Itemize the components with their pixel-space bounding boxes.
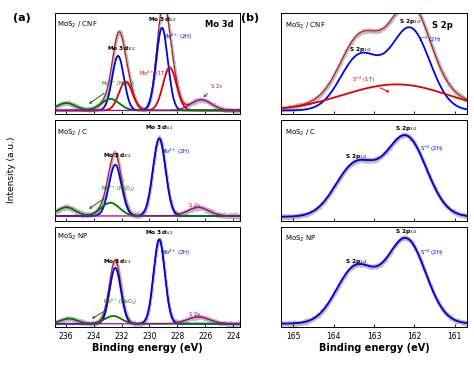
Text: Intensity (a.u.): Intensity (a.u.) (7, 137, 16, 204)
Text: MoS$_2$ / CNF: MoS$_2$ / CNF (57, 20, 98, 30)
X-axis label: Binding energy (eV): Binding energy (eV) (319, 343, 429, 353)
Text: Mo$^{6+}$ (MoO$_3$): Mo$^{6+}$ (MoO$_3$) (90, 184, 135, 208)
Text: S 2p$_{3/2}$: S 2p$_{3/2}$ (395, 125, 418, 133)
Text: Mo 3d$_{3/2}$: Mo 3d$_{3/2}$ (103, 152, 131, 160)
Text: S 2p$_{1/2}$: S 2p$_{1/2}$ (345, 153, 367, 161)
X-axis label: Binding energy (eV): Binding energy (eV) (92, 343, 203, 353)
Text: S$^{-2}$ (1T): S$^{-2}$ (1T) (352, 75, 389, 92)
Text: Mo 3d$_{5/2}$: Mo 3d$_{5/2}$ (145, 124, 173, 132)
Text: Mo$^{6+}$ (MoO$_3$): Mo$^{6+}$ (MoO$_3$) (90, 78, 135, 103)
Text: S$^{-2}$ (2H): S$^{-2}$ (2H) (420, 248, 444, 258)
Text: S 2p$_{1/2}$: S 2p$_{1/2}$ (345, 258, 367, 266)
Text: Mo$^{4+}$ (2H): Mo$^{4+}$ (2H) (161, 147, 190, 157)
Text: S 2s: S 2s (189, 203, 200, 208)
Text: Mo 3d$_{3/2}$: Mo 3d$_{3/2}$ (108, 45, 136, 53)
Text: MoS$_2$ / C: MoS$_2$ / C (57, 128, 89, 138)
Text: Mo 3d$_{5/2}$: Mo 3d$_{5/2}$ (145, 229, 173, 237)
Text: Mo 3d$_{3/2}$: Mo 3d$_{3/2}$ (103, 258, 131, 266)
Text: S 2p$_{3/2}$: S 2p$_{3/2}$ (395, 228, 418, 236)
Text: MoS$_2$ NP: MoS$_2$ NP (57, 232, 89, 242)
Text: S$^{-2}$ (2H): S$^{-2}$ (2H) (420, 143, 444, 154)
Text: S 2p$_{1/2}$: S 2p$_{1/2}$ (348, 46, 371, 54)
Text: MoS$_2$ / C: MoS$_2$ / C (285, 127, 317, 138)
Text: S 2p: S 2p (432, 21, 453, 30)
Text: S 2s: S 2s (204, 84, 222, 97)
Text: Mo$^{4+}$ (2H): Mo$^{4+}$ (2H) (161, 248, 191, 258)
Text: Mo 3d$_{5/2}$: Mo 3d$_{5/2}$ (148, 16, 176, 24)
Text: S 2p$_{3/2}$: S 2p$_{3/2}$ (399, 17, 422, 26)
Text: MoS$_2$ NP: MoS$_2$ NP (285, 233, 317, 243)
Text: Mo$^{4+}$ (2H): Mo$^{4+}$ (2H) (163, 31, 192, 42)
Text: MoS$_2$ / CNF: MoS$_2$ / CNF (285, 21, 326, 31)
Text: Mo$^{6+}$ (MoO$_3$): Mo$^{6+}$ (MoO$_3$) (93, 296, 137, 318)
Text: (a): (a) (13, 13, 31, 23)
Text: Mo 3d: Mo 3d (205, 20, 233, 28)
Text: (b): (b) (241, 13, 259, 23)
Text: S$^{-2}$ (2H): S$^{-2}$ (2H) (419, 34, 442, 45)
Text: Mo$^{4+}$ (1T): Mo$^{4+}$ (1T) (139, 69, 168, 79)
Text: S 2s: S 2s (189, 312, 200, 317)
